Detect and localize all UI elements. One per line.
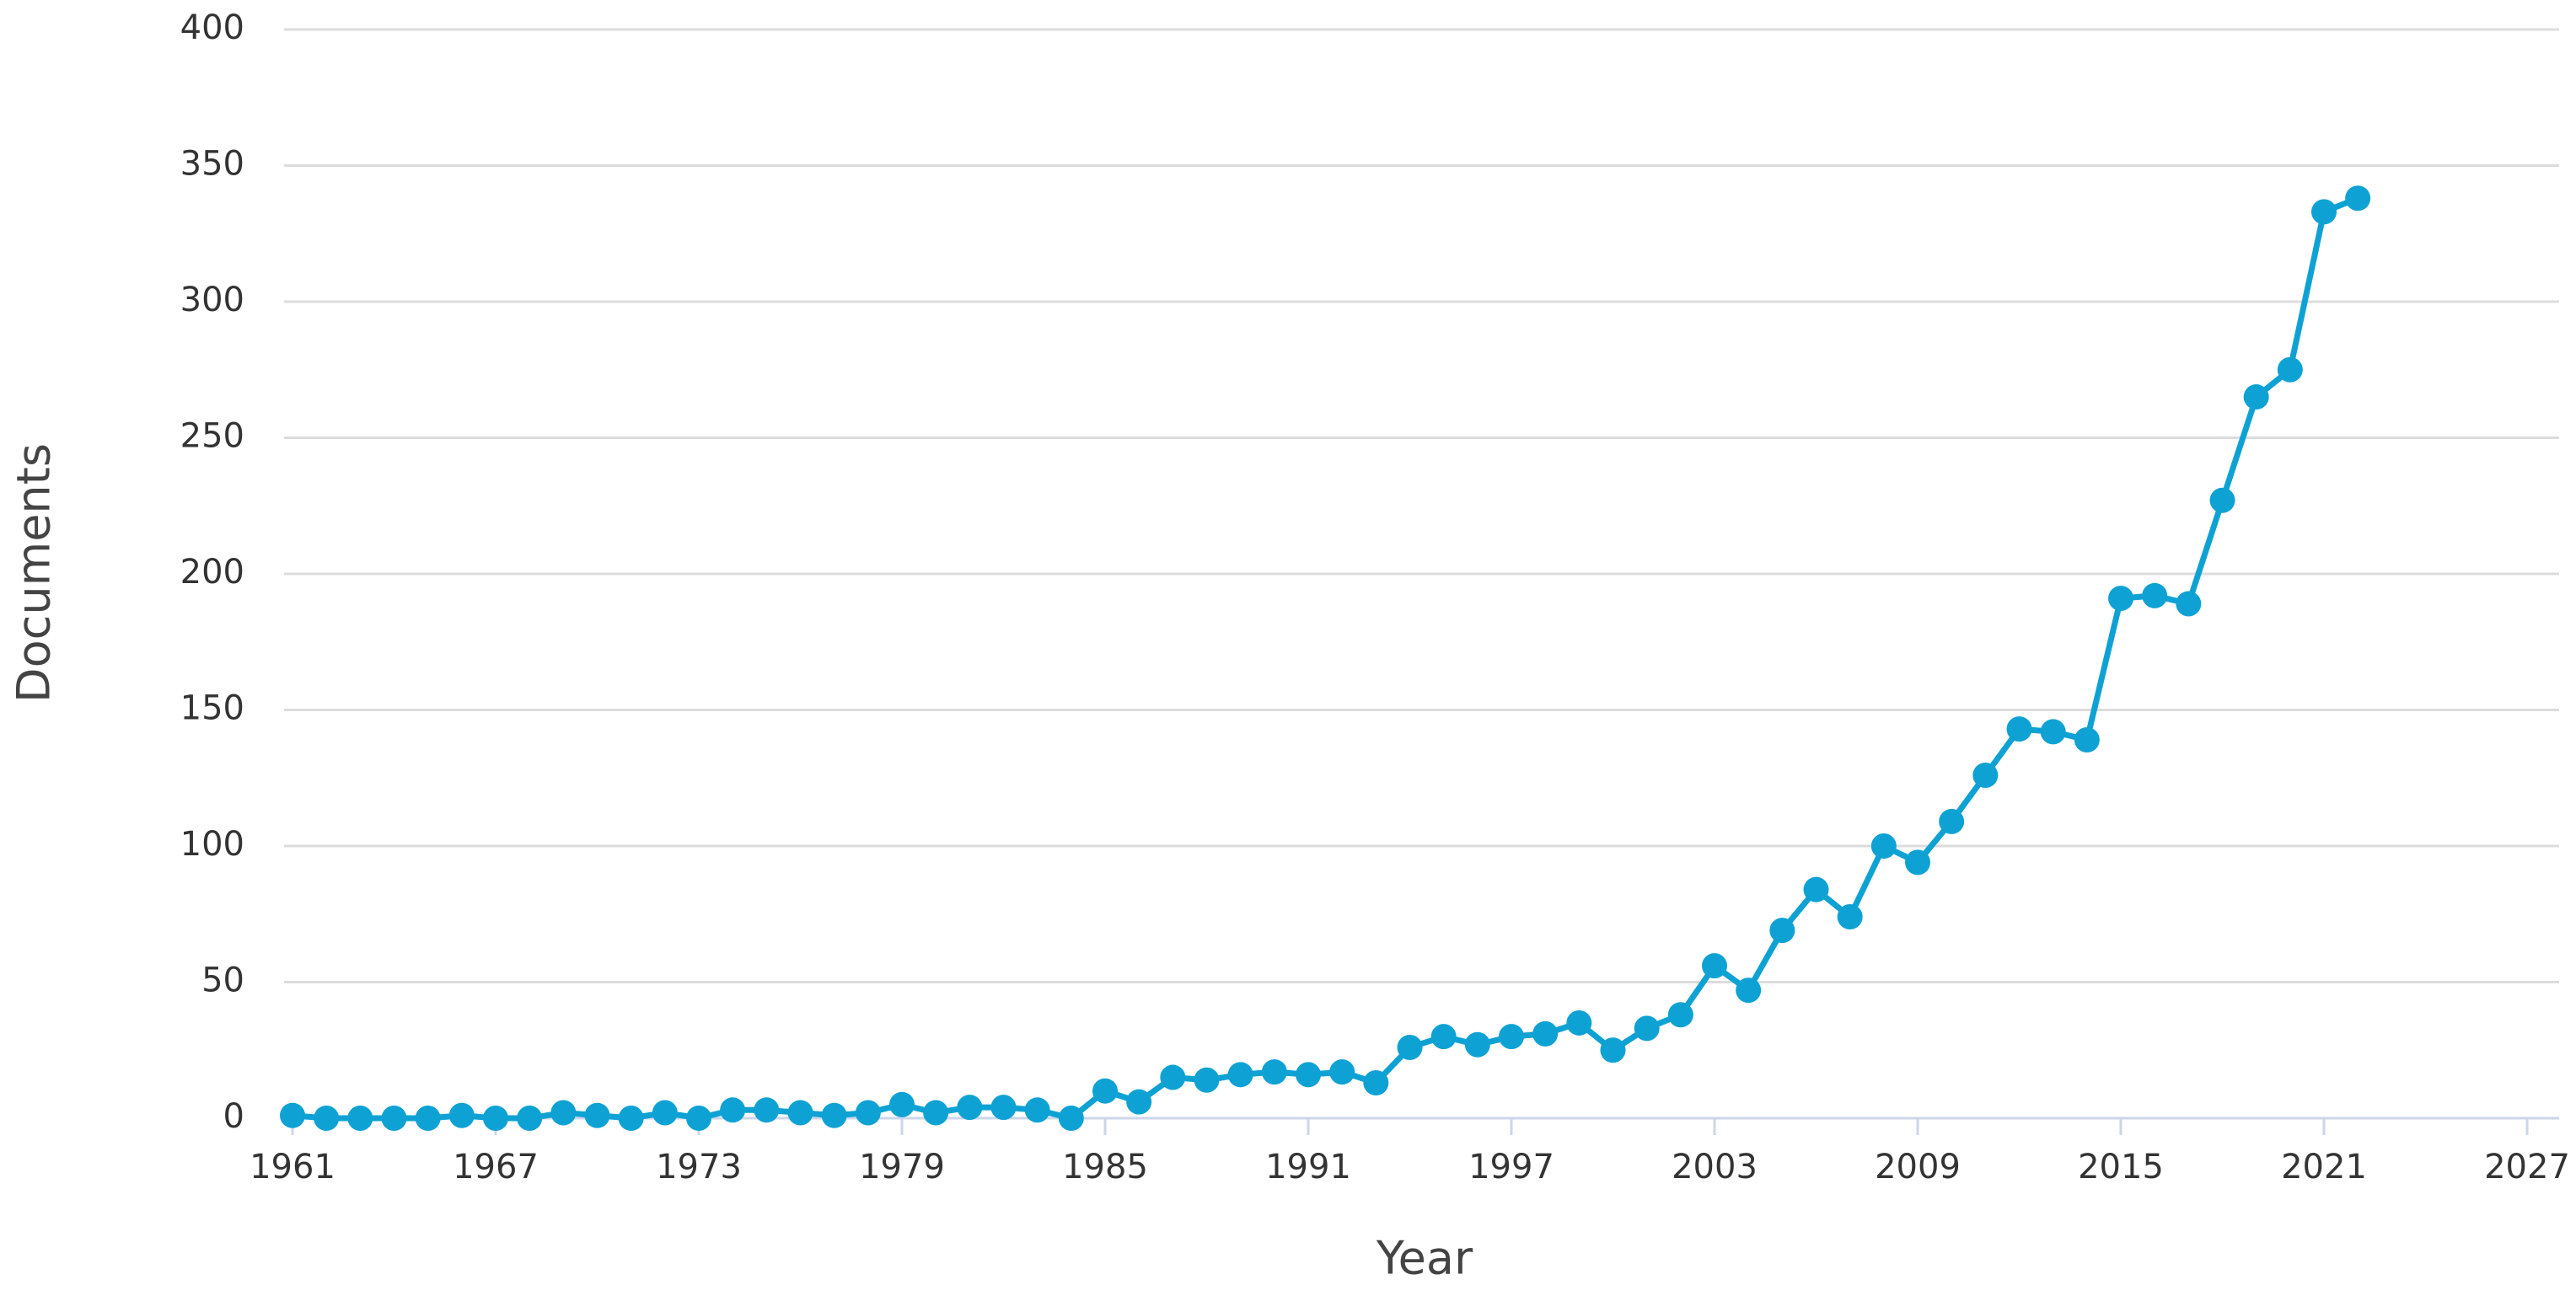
data-point (1600, 1037, 1626, 1063)
data-point (1499, 1024, 1524, 1050)
data-point (2006, 716, 2032, 742)
data-point (1058, 1106, 1084, 1131)
x-tick-label: 1973 (656, 1148, 742, 1186)
y-tick-label: 250 (180, 417, 244, 456)
data-point (1702, 953, 1727, 979)
data-point (686, 1106, 711, 1131)
data-point (448, 1102, 475, 1128)
data-point (1024, 1097, 1050, 1123)
data-point (720, 1097, 746, 1123)
data-point (550, 1100, 577, 1126)
data-point (754, 1097, 780, 1123)
y-tick-label: 200 (180, 553, 244, 592)
data-point (2074, 727, 2100, 753)
data-point (1837, 903, 1863, 929)
data-point (1296, 1062, 1321, 1088)
data-point (1430, 1024, 1457, 1050)
data-point (1227, 1062, 1253, 1088)
x-axis-title: Year (1376, 1232, 1473, 1285)
data-point (1870, 833, 1897, 859)
data-point (855, 1100, 881, 1126)
data-point (1092, 1078, 1118, 1104)
y-tick-label: 300 (180, 281, 244, 319)
data-point (821, 1102, 847, 1128)
data-point (314, 1106, 340, 1131)
data-point (2345, 185, 2371, 212)
x-tick-label: 2027 (2484, 1148, 2570, 1186)
data-point (1464, 1031, 1490, 1058)
data-point (618, 1106, 644, 1131)
y-axis-title: Documents (8, 443, 61, 703)
y-tick-label: 350 (180, 145, 244, 184)
data-point (1160, 1064, 1186, 1090)
data-point (381, 1106, 407, 1131)
data-point (483, 1106, 508, 1131)
data-point (2209, 487, 2235, 513)
data-point (2040, 719, 2066, 745)
data-line (292, 195, 2359, 1122)
x-tick-label: 1967 (453, 1148, 539, 1186)
x-tick-label: 1991 (1265, 1148, 1351, 1186)
x-tick-label: 1961 (250, 1148, 335, 1186)
data-point (889, 1091, 915, 1117)
data-point (1126, 1089, 1152, 1115)
data-point (2176, 591, 2202, 617)
data-point (2277, 356, 2303, 383)
y-tick-label: 150 (180, 689, 244, 728)
data-point (1769, 918, 1795, 944)
data-point (990, 1095, 1017, 1121)
data-point (1972, 763, 1999, 789)
x-tick-label: 2003 (1672, 1148, 1758, 1186)
data-point (957, 1095, 983, 1121)
x-tick-label: 2021 (2281, 1148, 2367, 1186)
data-point (415, 1106, 441, 1131)
data-point (923, 1100, 949, 1126)
x-tick-label: 2015 (2078, 1148, 2164, 1186)
x-tick-label: 1979 (859, 1148, 945, 1186)
x-tick-label: 1985 (1062, 1148, 1148, 1186)
data-point (1194, 1067, 1220, 1093)
y-tick-label: 100 (180, 825, 244, 864)
data-point (2243, 384, 2269, 410)
data-point (652, 1100, 678, 1126)
x-tick-label: 2009 (1875, 1148, 1961, 1186)
data-point (2142, 582, 2168, 608)
data-point (517, 1106, 543, 1131)
data-point (2108, 586, 2133, 612)
data-point (1939, 808, 1965, 834)
y-tick-label: 400 (180, 8, 244, 47)
data-point (1329, 1059, 1355, 1085)
data-point (1261, 1059, 1287, 1085)
data-point (1736, 977, 1762, 1004)
data-point (1532, 1020, 1559, 1047)
data-point (787, 1100, 813, 1126)
data-point (584, 1102, 610, 1128)
data-point (347, 1106, 373, 1131)
data-point (280, 1102, 305, 1128)
data-point (1566, 1009, 1592, 1036)
y-tick-label: 50 (201, 961, 244, 1000)
y-tick-label: 0 (223, 1097, 244, 1136)
data-point (2311, 199, 2337, 225)
data-point (1397, 1035, 1423, 1061)
x-tick-label: 1997 (1468, 1148, 1554, 1186)
data-point (1803, 876, 1829, 902)
data-point (1667, 1002, 1693, 1028)
data-point (1634, 1015, 1660, 1042)
data-point (1905, 849, 1930, 876)
data-point (1363, 1070, 1389, 1096)
